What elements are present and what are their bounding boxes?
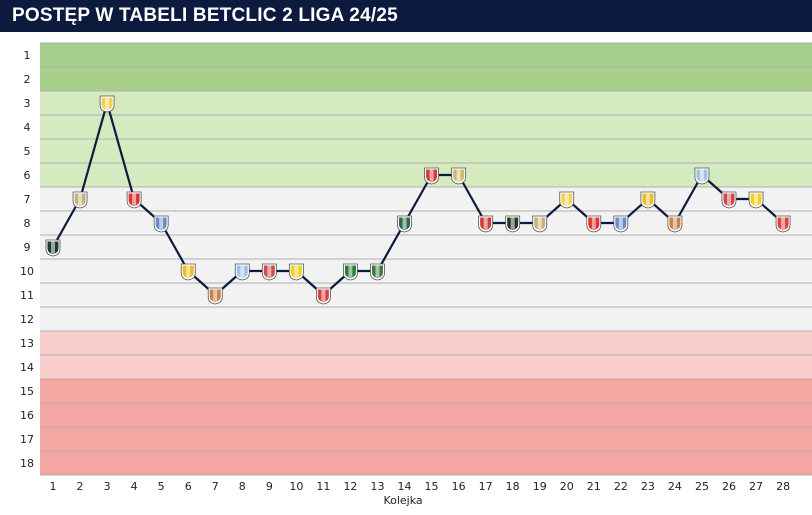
series-line-layer	[52, 101, 784, 297]
x-tick-label-3: 3	[104, 480, 111, 493]
x-tick-label-12: 12	[343, 480, 357, 493]
data-point	[288, 263, 304, 281]
data-point	[667, 215, 683, 233]
data-point	[586, 215, 602, 233]
y-tick-label-13: 13	[20, 337, 34, 350]
x-tick-label-18: 18	[506, 480, 520, 493]
y-tick-label-12: 12	[20, 313, 34, 326]
x-tick-label-23: 23	[641, 480, 655, 493]
y-tick-label-18: 18	[20, 457, 34, 470]
y-tick-label-2: 2	[24, 73, 31, 86]
x-tick-label-15: 15	[425, 480, 439, 493]
y-tick-label-14: 14	[20, 361, 34, 374]
points-layer	[45, 95, 791, 305]
data-point	[370, 263, 385, 281]
x-tick-label-28: 28	[776, 480, 790, 493]
data-point	[640, 191, 656, 209]
data-point	[748, 191, 764, 209]
data-point	[424, 167, 439, 185]
grid-layer	[40, 42, 812, 476]
data-point	[775, 215, 791, 233]
data-point	[478, 215, 494, 233]
x-tick-label-24: 24	[668, 480, 682, 493]
data-point	[126, 191, 142, 209]
y-tick-label-9: 9	[24, 241, 31, 254]
x-tick-label-7: 7	[212, 480, 219, 493]
y-tick-label-1: 1	[24, 49, 31, 62]
y-tick-label-4: 4	[24, 121, 31, 134]
x-tick-label-25: 25	[695, 480, 709, 493]
data-point	[153, 215, 169, 233]
y-tick-label-10: 10	[20, 265, 34, 278]
data-point	[207, 287, 223, 305]
data-point	[694, 167, 710, 185]
x-tick-label-19: 19	[533, 480, 547, 493]
x-tick-label-6: 6	[185, 480, 192, 493]
x-tick-label-10: 10	[289, 480, 303, 493]
data-point	[72, 191, 88, 209]
data-point	[505, 215, 521, 233]
x-tick-label-4: 4	[131, 480, 138, 493]
x-tick-label-11: 11	[316, 480, 330, 493]
data-point	[316, 287, 331, 305]
data-point	[234, 263, 250, 281]
y-tick-label-17: 17	[20, 433, 34, 446]
y-tick-label-15: 15	[20, 385, 34, 398]
y-tick-label-11: 11	[20, 289, 34, 302]
x-tick-label-9: 9	[266, 480, 273, 493]
y-tick-label-16: 16	[20, 409, 34, 422]
data-point	[180, 263, 196, 281]
data-point	[613, 215, 629, 233]
x-tick-label-5: 5	[158, 480, 165, 493]
y-tick-label-7: 7	[24, 193, 31, 206]
x-tick-label-14: 14	[398, 480, 412, 493]
y-tick-label-5: 5	[24, 145, 31, 158]
x-tick-labels: 1 2 3 4 5 6 7 8 9 10 11 12 13 14 15 16 17 18 19 20 21 22 23 24 2…	[50, 480, 791, 493]
data-point	[559, 191, 575, 209]
x-tick-label-27: 27	[749, 480, 763, 493]
data-point	[261, 263, 277, 281]
x-axis-title: Kolejka	[383, 494, 422, 507]
x-tick-label-1: 1	[50, 480, 57, 493]
x-tick-label-26: 26	[722, 480, 736, 493]
x-tick-label-22: 22	[614, 480, 628, 493]
page-title: POSTĘP W TABELI BETCLIC 2 LIGA 24/25	[0, 0, 812, 32]
data-point	[721, 191, 737, 209]
x-tick-label-13: 13	[370, 480, 384, 493]
series-line	[52, 101, 784, 297]
data-point	[532, 215, 548, 233]
x-tick-label-16: 16	[452, 480, 466, 493]
x-tick-label-20: 20	[560, 480, 574, 493]
data-point	[343, 263, 358, 281]
y-tick-label-6: 6	[24, 169, 31, 182]
data-point	[451, 167, 466, 185]
data-point	[45, 239, 61, 257]
data-point	[397, 215, 412, 233]
data-point	[99, 95, 115, 113]
y-tick-label-3: 3	[24, 97, 31, 110]
x-tick-label-2: 2	[77, 480, 84, 493]
y-tick-label-8: 8	[24, 217, 31, 230]
x-tick-label-17: 17	[479, 480, 493, 493]
x-tick-label-21: 21	[587, 480, 601, 493]
x-tick-label-8: 8	[239, 480, 246, 493]
